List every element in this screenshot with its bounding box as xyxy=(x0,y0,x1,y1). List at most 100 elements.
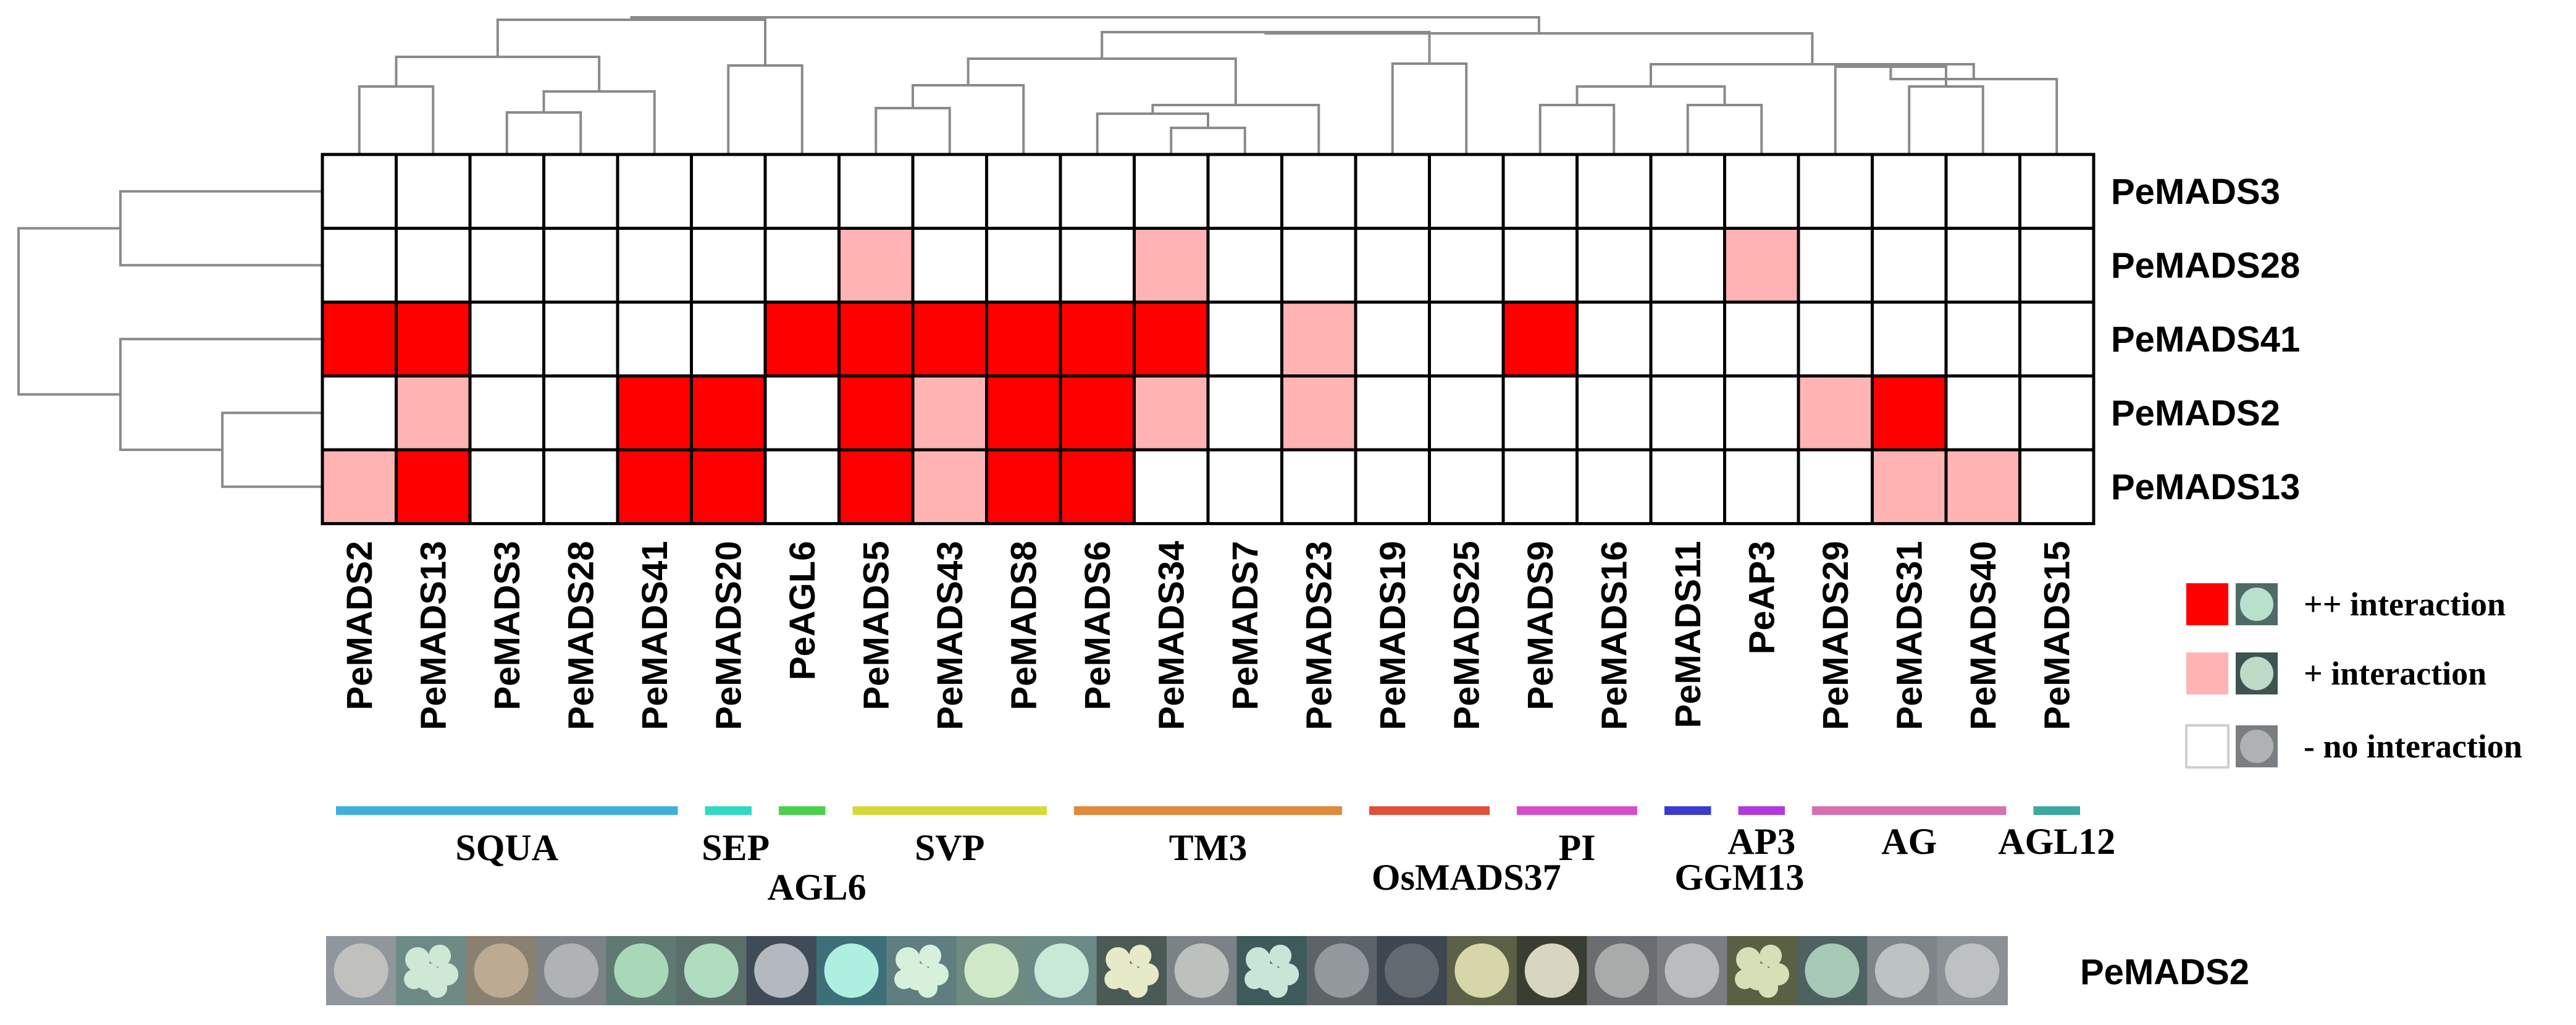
heatmap-cell xyxy=(1133,227,1210,304)
heatmap-cell xyxy=(1649,448,1726,525)
heatmap-cell xyxy=(395,300,472,378)
row-labels: PeMADS3 PeMADS28 PeMADS41 PeMADS2 PeMADS13 xyxy=(2111,172,2300,507)
heatmap-cell xyxy=(1428,448,1505,525)
clade-bar xyxy=(1738,806,1785,815)
heatmap-cell xyxy=(1059,153,1136,230)
clade-label: SQUA xyxy=(455,827,558,868)
heatmap-cell xyxy=(837,300,915,378)
heatmap-cell xyxy=(1797,448,1874,525)
colony-spot xyxy=(1664,943,1719,998)
heatmap-cell xyxy=(395,374,472,452)
clade-bar xyxy=(1517,806,1637,815)
heatmap-cell xyxy=(985,300,1062,378)
heatmap-cell xyxy=(1944,153,2021,230)
heatmap-cell xyxy=(985,448,1062,525)
colony-spot xyxy=(1128,978,1148,998)
dendrogram-branch xyxy=(358,85,435,154)
row-label: PeMADS41 xyxy=(2111,319,2300,360)
colony-spot xyxy=(964,943,1019,998)
heatmap-cell xyxy=(1575,153,1653,230)
legend: ++ interaction + interaction - no interact… xyxy=(2185,583,2522,769)
dendrogram-branch xyxy=(1264,32,1814,64)
heatmap-cell xyxy=(321,300,398,378)
heatmap-cell xyxy=(1944,227,2021,304)
colony-spot xyxy=(754,943,809,998)
heatmap-cell xyxy=(1575,227,1653,304)
heatmap-cell xyxy=(395,153,472,230)
clade-label: AP3 xyxy=(1727,821,1795,862)
heatmap-cell xyxy=(395,448,472,525)
colony-spot xyxy=(474,943,529,998)
colony-spot xyxy=(684,943,739,998)
dendrogram-branch xyxy=(875,107,951,154)
column-label: PeAGL6 xyxy=(782,541,823,681)
heatmap-cell xyxy=(690,448,767,525)
heatmap-cell xyxy=(1944,300,2021,378)
heatmap-cell xyxy=(1206,448,1283,525)
colony-spot xyxy=(1174,943,1229,998)
clade-label: AG xyxy=(1881,821,1937,862)
column-label: PeMADS9 xyxy=(1521,541,1561,711)
heatmap-cell xyxy=(1871,227,1948,304)
heatmap-cell xyxy=(1649,153,1726,230)
clade-label: PI xyxy=(1559,827,1596,868)
heatmap-cell xyxy=(911,153,988,230)
column-label: PeMADS23 xyxy=(1299,541,1339,730)
colony-spot xyxy=(1760,945,1782,967)
heatmap-cell xyxy=(1797,153,1874,230)
colony-spot xyxy=(1244,969,1265,989)
heatmap-cell xyxy=(542,153,619,230)
heatmap-cell xyxy=(763,153,841,230)
heatmap-cell xyxy=(1133,300,1210,378)
heatmap-cell xyxy=(1059,300,1136,378)
dendrogram-branch xyxy=(630,16,1540,33)
heatmap-cell xyxy=(616,153,693,230)
column-label: PeMADS20 xyxy=(708,541,749,730)
heatmap-cell xyxy=(1280,374,1357,452)
heatmap-cell xyxy=(1649,300,1726,378)
column-label: PeMADS19 xyxy=(1373,541,1413,730)
dendrogram-branch xyxy=(1391,62,1468,154)
heatmap-cell xyxy=(1206,227,1283,304)
heatmap-cell xyxy=(911,448,988,525)
heatmap-cell xyxy=(1280,448,1357,525)
colony-spot xyxy=(614,943,669,998)
clade-bar xyxy=(1074,806,1342,815)
heatmap-cell xyxy=(468,227,545,304)
heatmap-cell xyxy=(837,153,915,230)
heatmap-cell xyxy=(1871,153,1948,230)
heatmap-cell xyxy=(321,153,398,230)
heatmap-cell xyxy=(468,300,545,378)
dendrogram-branch xyxy=(1889,67,2058,154)
colony-spot xyxy=(1034,943,1089,998)
column-label: PeMADS29 xyxy=(1816,541,1856,730)
heatmap-cell xyxy=(1280,153,1357,230)
legend-swatch xyxy=(2185,724,2230,769)
heatmap-cell xyxy=(1059,227,1136,304)
colony-spot xyxy=(918,978,938,998)
colony-spot xyxy=(1524,943,1579,998)
heatmap-cell xyxy=(468,374,545,452)
clade-label: TM3 xyxy=(1169,827,1248,868)
heatmap-cell xyxy=(1871,374,1948,452)
legend-colony-spot xyxy=(2240,730,2273,763)
column-label: PeMADS5 xyxy=(856,541,896,711)
heatmap-cell xyxy=(2018,300,2096,378)
heatmap-cell xyxy=(1797,227,1874,304)
heatmap-cell xyxy=(1649,374,1726,452)
colony-spot xyxy=(427,978,448,998)
heatmap-cell xyxy=(1501,227,1579,304)
colony-spot xyxy=(1384,943,1439,998)
heatmap-cell xyxy=(1133,374,1210,452)
dendrogram-branch xyxy=(1575,85,1726,105)
heatmap-cell xyxy=(837,374,915,452)
colony-spot xyxy=(1268,978,1288,998)
row-dendrogram xyxy=(17,190,322,488)
heatmap-cell xyxy=(911,227,988,304)
heatmap-cell xyxy=(2018,448,2096,525)
colony-spot xyxy=(1595,943,1650,998)
legend-swatch xyxy=(2186,583,2228,625)
legend-label: - no interaction xyxy=(2304,728,2522,765)
heatmap-cell xyxy=(1944,448,2021,525)
colony-spot xyxy=(1129,945,1152,967)
